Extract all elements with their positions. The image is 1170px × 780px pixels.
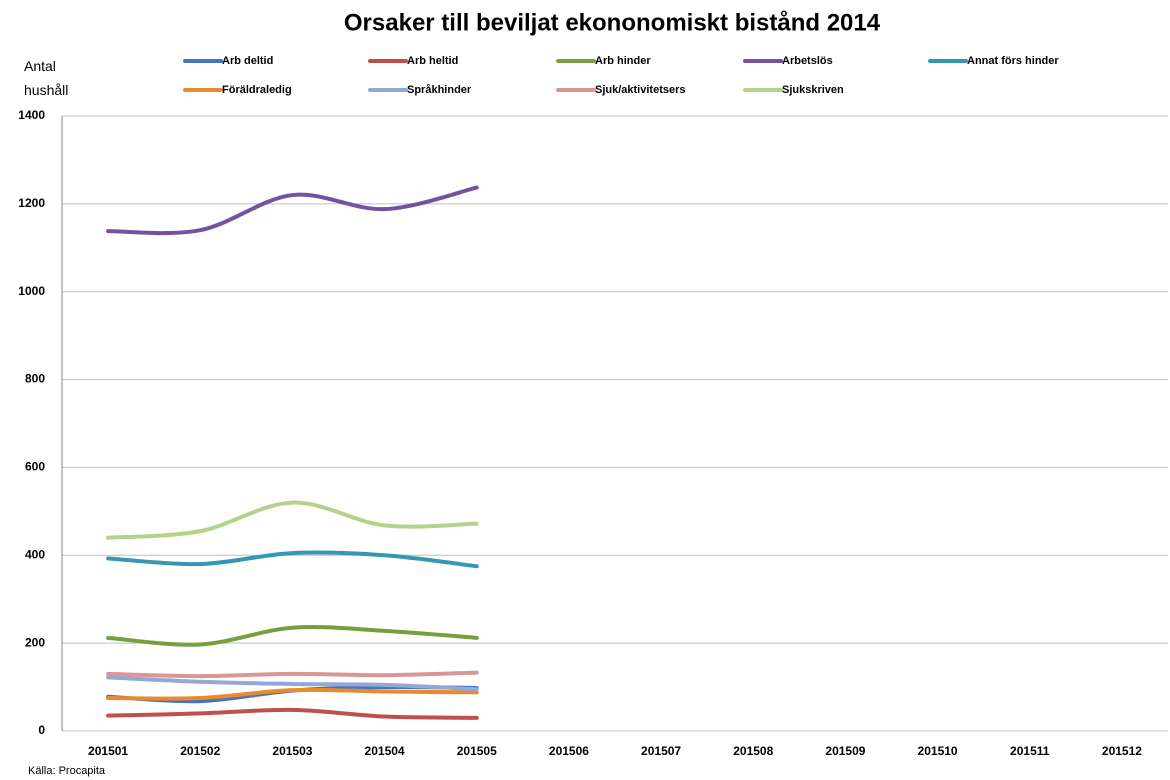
y-tick-label: 800: [25, 372, 45, 386]
series-line: [106, 625, 479, 647]
y-tick-label: 600: [25, 460, 45, 474]
y-axis-label: Antal hushåll: [24, 58, 69, 98]
x-tick-label: 201510: [918, 744, 958, 758]
series-line: [106, 675, 479, 692]
series-line: [106, 670, 479, 679]
y-tick-label: 200: [25, 635, 45, 649]
x-tick-label: 201502: [180, 744, 220, 758]
series-line: [106, 550, 479, 569]
legend-label: Arb hinder: [595, 55, 651, 67]
series-line: [106, 707, 479, 720]
y-tick-label: 1200: [18, 196, 45, 210]
x-tick-label: 201503: [272, 744, 312, 758]
legend-label: Arb deltid: [222, 55, 273, 67]
x-tick-label: 201504: [365, 744, 405, 758]
y-tick-label: 1400: [18, 108, 45, 122]
series-line: [106, 185, 479, 236]
source: Källa: Procapita: [28, 765, 106, 777]
legend-label: Föräldraledig: [222, 84, 292, 96]
x-tick-label: 201506: [549, 744, 589, 758]
legend-label: Sjuk/aktivitetsers: [595, 84, 686, 96]
series-line: [106, 500, 479, 540]
x-tick-label: 201511: [1010, 744, 1050, 758]
y-tick-label: 400: [25, 547, 45, 561]
x-tick-label: 201508: [733, 744, 773, 758]
y-tick-label: 1000: [18, 284, 45, 298]
x-tick-label: 201507: [641, 744, 681, 758]
legend-label: Språkhinder: [407, 84, 472, 96]
legend-label: Annat förs hinder: [967, 55, 1059, 67]
x-tick-label: 201509: [825, 744, 865, 758]
series-line: [106, 687, 479, 701]
legend-label: Sjukskriven: [782, 84, 844, 96]
x-tick-label: 201501: [88, 744, 128, 758]
legend-label: Arbetslös: [782, 55, 833, 67]
y-tick-label: 0: [38, 723, 45, 737]
legend-label: Arb heltid: [407, 55, 458, 67]
x-tick-label: 201512: [1102, 744, 1142, 758]
chart-title: Orsaker till beviljat ekononomiskt bistå…: [344, 9, 881, 36]
x-tick-label: 201505: [457, 744, 497, 758]
